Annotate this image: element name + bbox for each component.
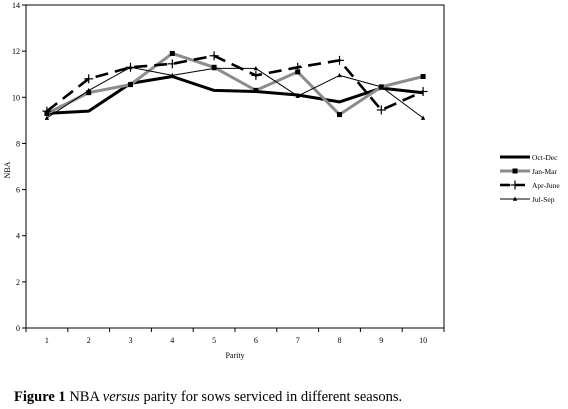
- legend: Oct-Dec Jan-Mar Apr-June Jul-Sep: [500, 153, 560, 204]
- x-tick-label: 10: [419, 336, 427, 345]
- series-apr-june: [42, 51, 428, 116]
- y-tick-label: 10: [12, 93, 20, 102]
- data-point-jan-mar: [295, 69, 301, 75]
- data-point-jan-mar: [420, 74, 426, 80]
- y-axis-label: NBA: [3, 161, 12, 178]
- x-tick-label: 9: [379, 336, 383, 345]
- data-point-jan-mar: [86, 90, 92, 96]
- data-point-jul-sep: [337, 72, 342, 78]
- legend-item-apr-june: Apr-June: [500, 180, 560, 190]
- y-axis: 0 2 4 6 8 10 12 14: [12, 1, 26, 333]
- data-point-jan-mar: [169, 50, 175, 56]
- chart-area: 0 2 4 6 8 10 12 14 1 2 3 4 5 6 7 8 9 10 NBA Parity Oct-D…: [3, 1, 560, 360]
- data-point-jul-sep: [253, 65, 259, 71]
- caption-text-italic: versus: [102, 389, 140, 405]
- caption-label: Figure 1: [14, 389, 66, 405]
- series-layer: [42, 50, 428, 120]
- data-point-jul-sep: [170, 72, 175, 78]
- caption-text-b: parity for sows serviced in different se…: [139, 389, 403, 405]
- y-tick-label: 8: [16, 139, 20, 148]
- data-point-apr-june: [418, 87, 428, 97]
- x-tick-label: 4: [170, 336, 174, 345]
- legend-marker: [512, 196, 518, 201]
- data-point-jan-mar: [253, 87, 259, 93]
- legend-item-jan-mar: Jan-Mar: [500, 167, 557, 176]
- data-point-apr-june: [335, 55, 344, 65]
- series-oct-dec: [46, 75, 424, 115]
- series-jul-sep: [44, 64, 426, 120]
- x-tick-label: 6: [254, 336, 258, 345]
- legend-label: Jul-Sep: [532, 195, 555, 204]
- legend-item-jul-sep: Jul-Sep: [500, 195, 555, 204]
- y-tick-label: 2: [16, 278, 20, 287]
- data-point-jul-sep: [420, 115, 426, 120]
- y-tick-label: 0: [16, 324, 20, 333]
- legend-marker: [512, 168, 518, 174]
- y-tick-label: 6: [16, 186, 20, 195]
- data-point-jul-sep: [128, 64, 133, 70]
- x-tick-label: 3: [129, 336, 133, 345]
- y-tick-label: 14: [12, 1, 20, 10]
- series-line-apr-june: [46, 54, 424, 113]
- x-tick-label: 8: [338, 336, 342, 345]
- x-tick-label: 5: [212, 336, 216, 345]
- data-point-apr-june: [376, 105, 386, 115]
- legend-label: Apr-June: [532, 181, 560, 190]
- data-point-jan-mar: [128, 82, 133, 88]
- data-point-jul-sep: [211, 65, 217, 71]
- data-point-apr-june: [209, 51, 219, 61]
- series-jan-mar: [44, 50, 426, 118]
- y-tick-label: 4: [16, 232, 20, 241]
- series-line-oct-dec: [46, 75, 424, 115]
- x-axis-label: Parity: [225, 351, 244, 360]
- data-point-jul-sep: [86, 87, 91, 93]
- caption-text-a: NBA: [65, 389, 103, 405]
- data-point-jul-sep: [379, 84, 384, 89]
- data-point-jul-sep: [44, 115, 50, 120]
- legend-item-oct-dec: Oct-Dec: [500, 153, 558, 162]
- figure-caption: Figure 1 NBA versus parity for sows serv…: [14, 389, 402, 406]
- y-tick-label: 12: [12, 47, 20, 56]
- x-tick-label: 2: [87, 336, 91, 345]
- series-line-jul-sep: [46, 66, 424, 119]
- series-line-jan-mar: [46, 51, 424, 117]
- plot-area-frame: [25, 4, 445, 329]
- data-point-apr-june: [167, 59, 177, 69]
- data-point-jul-sep: [295, 93, 300, 98]
- legend-label: Jan-Mar: [532, 167, 557, 176]
- data-point-apr-june: [251, 70, 261, 80]
- legend-marker: [510, 180, 520, 190]
- data-point-apr-june: [84, 74, 94, 84]
- x-tick-label: 7: [296, 336, 300, 345]
- x-axis: 1 2 3 4 5 6 7 8 9 10: [25, 328, 445, 345]
- data-point-apr-june: [42, 106, 52, 116]
- x-tick-label: 1: [45, 336, 49, 345]
- data-point-apr-june: [293, 62, 303, 72]
- data-point-jan-mar: [337, 112, 342, 118]
- legend-label: Oct-Dec: [532, 153, 558, 162]
